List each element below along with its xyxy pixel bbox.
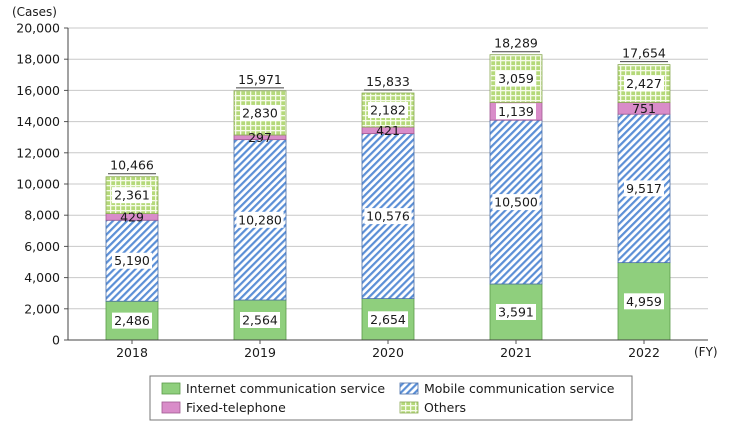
y-axis-unit-label: (Cases): [12, 5, 57, 19]
data-label: 1,139: [498, 104, 534, 119]
data-label: 4,959: [626, 294, 662, 309]
legend-swatch: [161, 401, 181, 414]
data-label-bg: [624, 180, 664, 197]
y-tick-label: 16,000: [16, 83, 60, 98]
y-tick-label: 2,000: [24, 301, 60, 316]
data-label-bg: [492, 194, 540, 211]
data-label: 3,591: [498, 304, 534, 319]
total-label: 17,654: [622, 46, 666, 61]
legend-swatch: [399, 401, 419, 414]
x-tick-label: 2021: [500, 345, 532, 360]
data-label-bg: [496, 103, 536, 120]
y-axis-ticks: 0 2,000 4,000 6,000 8,000 10,000 12,000 14,000 1…: [16, 21, 68, 348]
x-tick-label: 2022: [628, 345, 660, 360]
total-label: 18,289: [494, 36, 538, 51]
y-tick-label: 0: [52, 333, 60, 348]
legend: Internet communication service Mobile com…: [149, 375, 633, 421]
data-label-bg: [624, 293, 664, 310]
legend-label: Others: [424, 400, 466, 415]
y-tick-label: 10,000: [16, 177, 60, 192]
data-label-bg: [112, 312, 152, 329]
data-label: 2,654: [370, 312, 406, 327]
data-label-bg: [496, 303, 536, 320]
legend-label: Fixed-telephone: [186, 400, 286, 415]
data-label: 3,059: [498, 71, 534, 86]
data-label: 2,182: [370, 103, 406, 118]
data-label: 10,500: [494, 195, 538, 210]
data-label-bg: [496, 70, 536, 87]
x-axis-ticks: 2018 2019 2020 2021 2022: [116, 340, 660, 360]
x-tick-label: 2018: [116, 345, 148, 360]
data-label: 2,486: [114, 313, 150, 328]
data-label: 2,361: [114, 188, 150, 203]
y-tick-label: 4,000: [24, 270, 60, 285]
legend-swatch: [161, 382, 181, 395]
data-label: 421: [376, 123, 400, 138]
y-tick-label: 18,000: [16, 52, 60, 67]
total-label: 10,466: [110, 158, 154, 173]
legend-label: Internet communication service: [186, 381, 385, 396]
data-label: 2,564: [242, 313, 278, 328]
y-tick-label: 8,000: [24, 208, 60, 223]
data-label: 751: [632, 101, 656, 116]
legend-swatch: [399, 382, 419, 395]
data-label: 2,830: [242, 105, 278, 120]
data-label: 10,280: [238, 212, 282, 227]
total-label: 15,971: [238, 72, 282, 87]
data-label-bg: [368, 102, 408, 119]
data-label: 297: [248, 130, 272, 145]
data-label-bg: [240, 312, 280, 329]
data-label: 2,427: [626, 76, 662, 91]
data-label-bg: [368, 311, 408, 328]
data-label-bg: [112, 187, 152, 204]
y-tick-label: 6,000: [24, 239, 60, 254]
x-tick-label: 2019: [244, 345, 276, 360]
data-label-bg: [240, 104, 280, 121]
bars: [105, 54, 671, 341]
data-label: 429: [120, 209, 144, 224]
data-label: 5,190: [114, 253, 150, 268]
data-label-bg: [364, 208, 412, 225]
data-label-bg: [624, 75, 664, 92]
x-tick-label: 2020: [372, 345, 404, 360]
y-tick-label: 20,000: [16, 21, 60, 36]
data-label: 9,517: [626, 181, 662, 196]
legend-label: Mobile communication service: [424, 381, 615, 396]
total-label: 15,833: [366, 74, 410, 89]
data-label-bg: [236, 211, 284, 228]
x-axis-unit-label: (FY): [694, 345, 718, 359]
data-label-bg: [112, 252, 152, 269]
legend-box: [149, 375, 633, 421]
y-tick-label: 14,000: [16, 114, 60, 129]
data-label: 10,576: [366, 209, 410, 224]
data-labels: 2,486 5,190 429 2,361 10,466 2,564 10,280 297 2,…: [108, 36, 668, 329]
y-tick-label: 12,000: [16, 145, 60, 160]
